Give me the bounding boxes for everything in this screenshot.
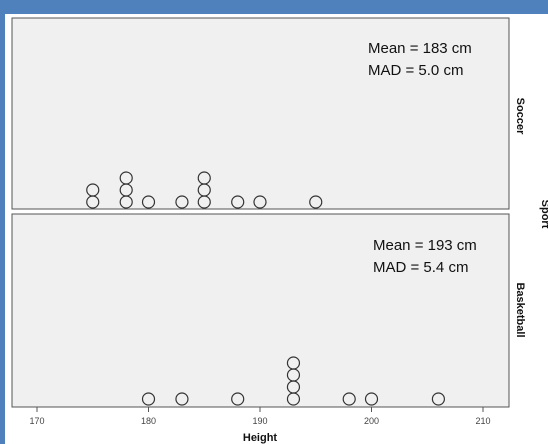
strip-label-basketball: Basketball [514, 282, 526, 337]
basketball-mean-label: Mean = 193 cm [373, 237, 477, 254]
data-point [253, 195, 267, 209]
data-point [286, 356, 301, 370]
basketball-mad-label: MAD = 5.4 cm [373, 259, 468, 276]
data-point [431, 392, 445, 406]
x-tick-label: 180 [141, 416, 156, 426]
data-point [175, 195, 189, 209]
facet-label-sport: Sport [539, 200, 548, 229]
panel-soccer [11, 17, 510, 210]
panel-basketball [11, 213, 510, 408]
soccer-dots [86, 171, 323, 209]
data-point [141, 392, 156, 406]
data-point [175, 392, 189, 406]
data-point [342, 392, 356, 406]
x-tick-label: 170 [29, 416, 44, 426]
data-point [364, 392, 379, 406]
data-point [309, 195, 323, 209]
data-point [231, 195, 245, 209]
window-left-bar [0, 0, 5, 444]
basketball-dots [141, 356, 445, 406]
data-point [119, 171, 133, 185]
window-top-bar [0, 0, 548, 14]
data-point [231, 392, 245, 406]
x-tick-label: 190 [252, 416, 267, 426]
data-point [141, 195, 156, 209]
x-tick-label: 200 [364, 416, 379, 426]
soccer-mad-label: MAD = 5.0 cm [368, 62, 463, 79]
x-axis-label: Height [243, 432, 278, 444]
x-axis: 170 180 190 200 210 [29, 407, 491, 426]
soccer-mean-label: Mean = 183 cm [368, 40, 472, 57]
data-point [86, 183, 100, 197]
strip-label-soccer: Soccer [514, 98, 526, 135]
data-point [197, 171, 211, 185]
x-tick-label: 210 [475, 416, 490, 426]
